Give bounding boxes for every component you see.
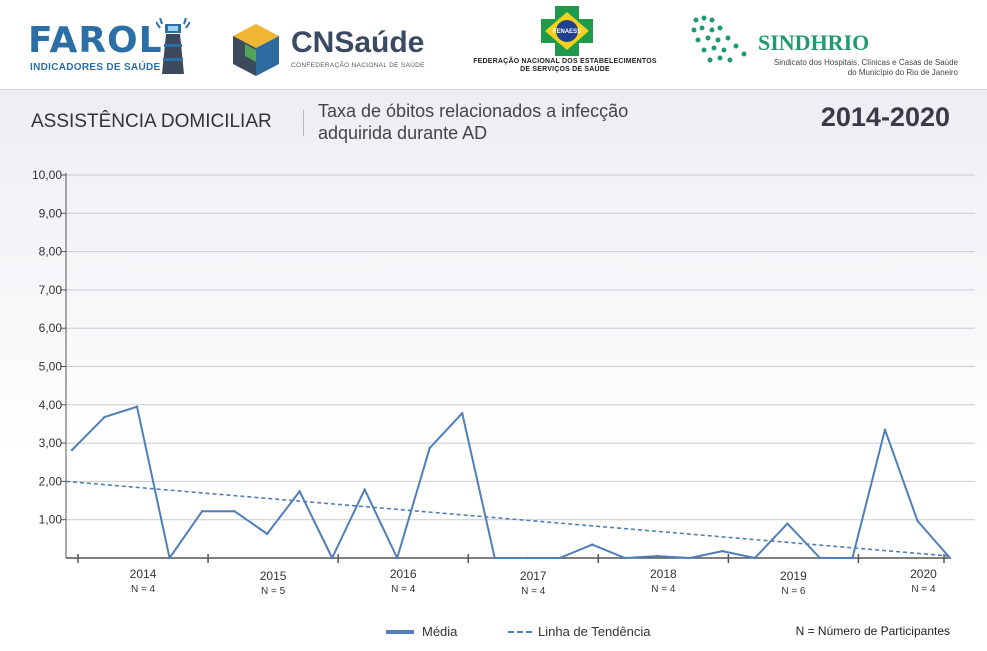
- y-tick-label: 7,00: [39, 283, 63, 297]
- media-data-point: [395, 556, 399, 560]
- x-year-label: 2015: [260, 569, 287, 583]
- y-tick-label: 4,00: [39, 398, 63, 412]
- media-data-point: [786, 522, 789, 525]
- legend-item-media: Média: [386, 624, 457, 639]
- farol-logo: FAROL INDICADORES DE SAÚDE: [28, 18, 193, 78]
- legend-label-tendencia: Linha de Tendência: [538, 624, 651, 639]
- media-data-point: [558, 556, 561, 560]
- x-participants-label: N = 4: [651, 584, 676, 595]
- media-data-point: [623, 556, 627, 560]
- media-data-point: [916, 519, 919, 523]
- media-data-point: [168, 556, 171, 560]
- media-data-point: [200, 510, 204, 513]
- media-data-point: [70, 448, 74, 452]
- legend-dashed-swatch: [508, 630, 532, 633]
- cnsaude-logo-word: CNSaúde: [291, 26, 425, 59]
- media-data-point: [526, 556, 529, 560]
- y-tick-label: 2,00: [39, 474, 63, 488]
- fenaess-logo: FENAESS FEDERAÇÃO NACIONAL DOS ESTABELEC…: [465, 6, 675, 82]
- media-data-point: [103, 415, 106, 419]
- media-data-point: [233, 510, 236, 513]
- media-data-point: [363, 488, 366, 491]
- farol-logo-subtitle: INDICADORES DE SAÚDE: [30, 62, 161, 73]
- media-data-point: [656, 554, 659, 558]
- title-divider: [303, 110, 304, 136]
- cnsaude-logo: CNSaúde CONFEDERAÇÃO NACIONAL DE SAÚDE: [231, 22, 431, 78]
- legend-item-tendencia: Linha de Tendência: [508, 624, 651, 639]
- y-tick-label: 8,00: [39, 245, 63, 259]
- y-tick-label: 3,00: [39, 436, 63, 450]
- media-data-point: [721, 549, 724, 553]
- media-data-point: [851, 556, 854, 560]
- cnsaude-cube-icon: [233, 24, 279, 76]
- fenaess-cross-icon: FENAESS: [541, 6, 593, 56]
- x-participants-label: N = 6: [781, 586, 806, 597]
- sindhrio-logo: SINDHRIO Sindicato dos Hospitais, Clínic…: [690, 14, 970, 84]
- fenaess-logo-text: FEDERAÇÃO NACIONAL DOS ESTABELECIMENTOS …: [465, 58, 665, 74]
- media-data-point: [265, 532, 269, 536]
- x-participants-label: N = 4: [911, 584, 936, 595]
- media-series-line: [71, 405, 951, 559]
- sindhrio-logo-line2: do Município do Rio de Janeiro: [847, 68, 958, 77]
- x-participants-label: N = 4: [521, 586, 546, 597]
- y-tick-label: 10,00: [32, 168, 62, 182]
- x-year-label: 2014: [130, 567, 157, 581]
- y-tick-label: 1,00: [39, 513, 63, 527]
- x-year-label: 2020: [910, 567, 937, 581]
- fenaess-logo-line1: FEDERAÇÃO NACIONAL DOS ESTABELECIMENTOS: [473, 58, 657, 65]
- media-data-point: [948, 556, 952, 560]
- media-data-point: [298, 490, 301, 493]
- sindhrio-logo-word: SINDHRIO: [758, 30, 870, 55]
- trend-line: [65, 480, 951, 557]
- sindhrio-logo-subtitle: Sindicato dos Hospitais, Clínicas e Casa…: [730, 58, 958, 78]
- sindhrio-logo-line1: Sindicato dos Hospitais, Clínicas e Casa…: [773, 58, 958, 67]
- x-participants-label: N = 4: [131, 584, 156, 595]
- farol-logo-word: FAROL: [28, 20, 163, 61]
- media-data-point: [461, 412, 464, 415]
- media-data-point: [135, 405, 139, 408]
- participants-note: N = Número de Participantes: [795, 624, 950, 638]
- x-year-label: 2016: [390, 567, 417, 581]
- sindhrio-dots-icon: [691, 15, 747, 63]
- x-year-label: 2019: [780, 569, 807, 583]
- media-data-point: [591, 543, 594, 546]
- media-data-point: [493, 556, 496, 560]
- cnsaude-logo-subtitle: CONFEDERAÇÃO NACIONAL DE SAÚDE: [291, 62, 425, 69]
- media-data-point: [753, 556, 757, 560]
- chart-title: Taxa de óbitos relacionados a infecção a…: [318, 101, 629, 143]
- media-data-point: [818, 556, 822, 560]
- legend-label-media: Média: [422, 624, 458, 639]
- x-year-label: 2018: [650, 567, 677, 581]
- x-year-label: 2017: [520, 569, 547, 583]
- logo-header-bar: FAROL INDICADORES DE SAÚDE CNSaúde CONFE…: [0, 0, 987, 90]
- y-tick-label: 9,00: [39, 206, 63, 220]
- media-data-point: [428, 446, 431, 450]
- media-data-point: [688, 556, 692, 560]
- y-tick-label: 5,00: [39, 360, 63, 374]
- x-participants-label: N = 4: [391, 584, 416, 595]
- legend-solid-swatch: [386, 629, 414, 634]
- section-title: ASSISTÊNCIA DOMICILIAR: [31, 111, 272, 132]
- media-data-point: [883, 428, 887, 431]
- period-label: 2014-2020: [820, 102, 950, 132]
- media-data-point: [330, 556, 334, 560]
- x-participants-label: N = 5: [261, 586, 286, 597]
- fenaess-badge-text: FENAESS: [553, 29, 581, 35]
- fenaess-logo-line2: DE SERVIÇOS DE SAÚDE: [520, 66, 610, 73]
- lighthouse-icon: [156, 18, 190, 74]
- y-tick-label: 6,00: [39, 321, 63, 335]
